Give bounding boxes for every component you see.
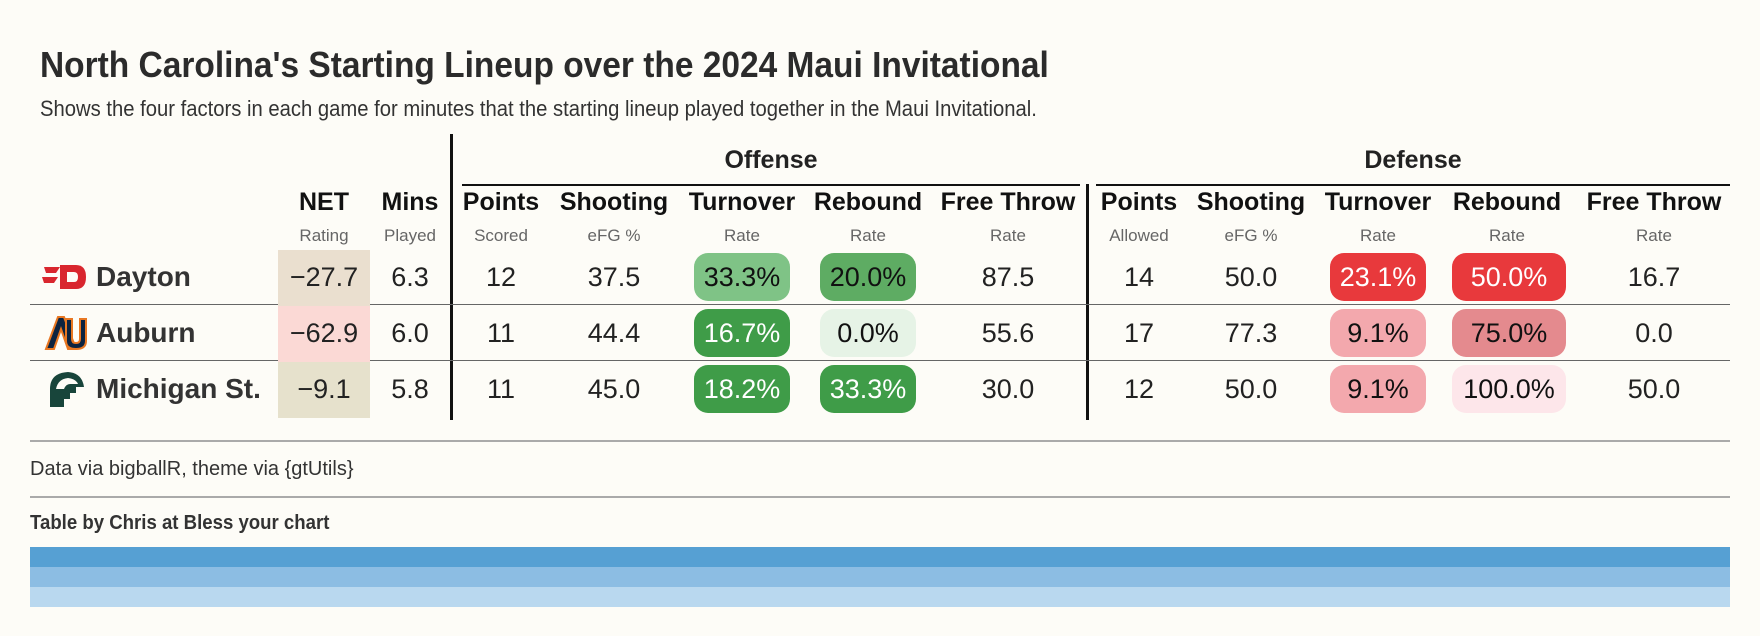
subheader-offense-shooting: eFG % <box>587 226 641 245</box>
subheader-defense-turnover: Rate <box>1360 226 1396 245</box>
divider-left <box>450 134 453 420</box>
team-name: Dayton <box>96 261 191 292</box>
pill-d-reb: 75.0% <box>1452 309 1566 357</box>
subheader-offense-rebound: Rate <box>850 226 886 245</box>
auburn-tigers-logo <box>40 313 88 353</box>
pill-d-to: 9.1% <box>1330 365 1426 413</box>
cell-mins: 6.3 <box>391 262 429 292</box>
source-note: Data via bigballR, theme via {gtUtils} <box>30 458 354 480</box>
subheader-mins: Played <box>384 226 436 245</box>
pill-o-to: 18.2% <box>694 365 790 413</box>
subheader-defense-points: Allowed <box>1109 226 1169 245</box>
defense-group-label: Defense <box>1364 146 1462 174</box>
header-net: NET <box>299 188 349 216</box>
defense-group-rule <box>1096 184 1730 186</box>
cell-o-points: 11 <box>486 318 516 348</box>
cell-d-shoot: 50.0 <box>1224 374 1278 404</box>
offense-group-label: Offense <box>724 146 818 174</box>
header-mins: Mins <box>381 188 439 216</box>
pill-d-reb: 100.0% <box>1452 365 1566 413</box>
cell-o-points: 12 <box>485 262 517 292</box>
cell-o-ft: 30.0 <box>981 374 1035 404</box>
cell-d-shoot: 50.0 <box>1224 262 1278 292</box>
cell-mins: 5.8 <box>391 374 429 404</box>
footer-rule <box>30 496 1730 498</box>
net-rating-value: −9.1 <box>297 374 351 404</box>
credit-note: Table by Chris at Bless your chart <box>30 512 330 534</box>
cell-o-shoot: 37.5 <box>587 262 641 292</box>
cell-mins: 6.0 <box>391 318 429 348</box>
net-rating-cell <box>278 362 370 418</box>
cell-d-ft: 0.0 <box>1635 318 1673 348</box>
cell-o-ft: 87.5 <box>981 262 1035 292</box>
divider-middle <box>1086 184 1089 420</box>
cell-o-points: 11 <box>486 374 516 404</box>
subheader-defense-freethrow: Rate <box>1636 226 1672 245</box>
header-offense-points: Points <box>462 188 540 216</box>
cell-o-ft: 55.6 <box>981 318 1035 348</box>
header-offense-shooting: Shooting <box>559 188 669 216</box>
cell-d-ft: 16.7 <box>1627 262 1681 292</box>
subheader-offense-freethrow: Rate <box>990 226 1026 245</box>
header-defense-shooting: Shooting <box>1196 188 1306 216</box>
michigan-state-spartans-logo <box>40 369 88 409</box>
pill-d-to: 9.1% <box>1330 309 1426 357</box>
color-band-2 <box>30 567 1730 587</box>
pill-d-reb: 50.0% <box>1452 253 1566 301</box>
cell-d-ft: 50.0 <box>1627 374 1681 404</box>
subheader-offense-points: Scored <box>474 226 528 245</box>
pill-o-reb: 33.3% <box>820 365 916 413</box>
header-defense-turnover: Turnover <box>1324 188 1432 216</box>
net-rating-cell <box>278 306 370 362</box>
pill-d-to: 23.1% <box>1330 253 1426 301</box>
cell-d-points: 14 <box>1123 262 1155 292</box>
net-rating-value: −62.9 <box>289 318 359 348</box>
header-defense-points: Points <box>1100 188 1178 216</box>
team-name: Michigan St. <box>96 373 261 404</box>
header-defense-rebound: Rebound <box>1452 188 1562 216</box>
pill-o-reb: 20.0% <box>820 253 916 301</box>
color-band-1 <box>30 547 1730 567</box>
pill-o-reb: 0.0% <box>820 309 916 357</box>
header-defense-freethrow: Free Throw <box>1586 188 1722 216</box>
net-rating-value: −27.7 <box>289 262 359 292</box>
subheader-offense-turnover: Rate <box>724 226 760 245</box>
cell-o-shoot: 45.0 <box>587 374 641 404</box>
dayton-flyers-logo <box>40 257 88 297</box>
subheader-net: Rating <box>299 226 349 245</box>
cell-d-points: 12 <box>1123 374 1155 404</box>
cell-o-shoot: 44.4 <box>587 318 641 348</box>
cell-d-shoot: 77.3 <box>1224 318 1278 348</box>
subheader-defense-rebound: Rate <box>1489 226 1525 245</box>
row-separator <box>30 304 1730 305</box>
chart-subtitle: Shows the four factors in each game for … <box>40 96 1037 121</box>
header-offense-rebound: Rebound <box>813 188 923 216</box>
header-offense-turnover: Turnover <box>688 188 796 216</box>
offense-group-rule <box>462 184 1080 186</box>
pill-o-to: 16.7% <box>694 309 790 357</box>
team-name: Auburn <box>96 317 196 348</box>
pill-o-to: 33.3% <box>694 253 790 301</box>
cell-d-points: 17 <box>1123 318 1155 348</box>
row-separator <box>30 360 1730 361</box>
chart-title: North Carolina's Starting Lineup over th… <box>40 44 1049 85</box>
subheader-defense-shooting: eFG % <box>1224 226 1278 245</box>
footer-rule <box>30 440 1730 442</box>
net-rating-cell <box>278 250 370 306</box>
color-band-3 <box>30 587 1730 607</box>
header-offense-freethrow: Free Throw <box>940 188 1076 216</box>
